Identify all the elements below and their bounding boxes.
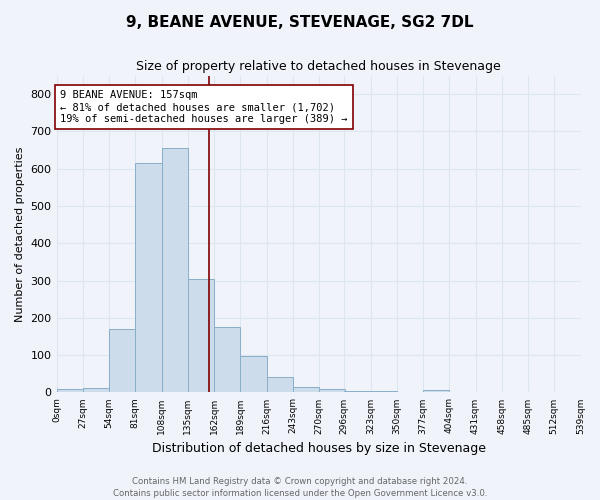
Bar (319, 388, 345, 392)
Text: 9, BEANE AVENUE, STEVENAGE, SG2 7DL: 9, BEANE AVENUE, STEVENAGE, SG2 7DL (126, 15, 474, 30)
X-axis label: Distribution of detached houses by size in Stevenage: Distribution of detached houses by size … (152, 442, 485, 455)
Y-axis label: Number of detached properties: Number of detached properties (15, 146, 25, 322)
Text: Contains HM Land Registry data © Crown copyright and database right 2024.
Contai: Contains HM Land Registry data © Crown c… (113, 476, 487, 498)
Bar (188, 278, 214, 392)
Bar (56, 390, 83, 392)
Bar (109, 329, 135, 392)
Bar (423, 390, 449, 392)
Title: Size of property relative to detached houses in Stevenage: Size of property relative to detached ho… (136, 60, 501, 73)
Bar (266, 377, 293, 392)
Bar (214, 327, 240, 392)
Bar (135, 163, 161, 392)
Text: 9 BEANE AVENUE: 157sqm
← 81% of detached houses are smaller (1,702)
19% of semi-: 9 BEANE AVENUE: 157sqm ← 81% of detached… (61, 90, 348, 124)
Bar (344, 390, 371, 392)
Bar (240, 356, 266, 393)
Bar (83, 388, 109, 392)
Bar (293, 387, 319, 392)
Bar (161, 148, 188, 392)
